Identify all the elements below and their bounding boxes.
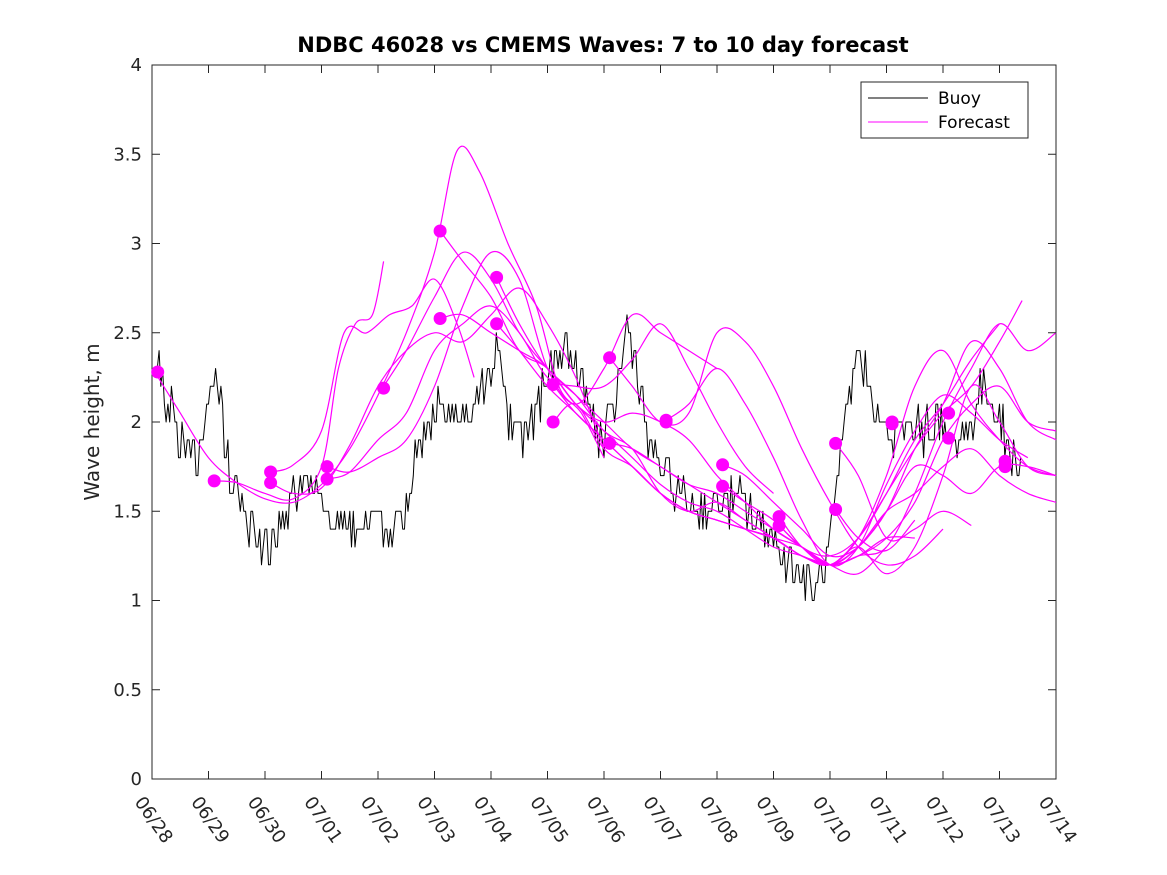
forecast-dot bbox=[490, 317, 504, 331]
forecast-line-6 bbox=[326, 305, 774, 494]
y-tick-label: 0.5 bbox=[113, 680, 142, 701]
y-tick-label: 4 bbox=[131, 55, 142, 76]
legend-forecast-label: Forecast bbox=[938, 113, 1010, 133]
forecast-dot bbox=[433, 224, 447, 238]
plot-area bbox=[151, 64, 1057, 780]
forecast-dot bbox=[829, 436, 843, 450]
forecast-dot bbox=[546, 378, 560, 391]
forecast-dot bbox=[546, 415, 560, 429]
y-tick-label: 2.5 bbox=[113, 323, 142, 344]
forecast-line-20 bbox=[778, 525, 915, 566]
forecast-dot bbox=[885, 417, 899, 431]
y-tick-label: 0 bbox=[131, 769, 142, 790]
legend-box bbox=[860, 81, 1029, 139]
chart-title: NDBC 46028 vs CMEMS Waves: 7 to 10 day f… bbox=[297, 33, 908, 57]
forecast-dot bbox=[151, 365, 165, 379]
forecast-dot bbox=[829, 503, 843, 516]
legend: Buoy Forecast bbox=[860, 81, 1029, 139]
forecast-dot bbox=[716, 458, 730, 472]
legend-buoy-label: Buoy bbox=[938, 89, 981, 109]
y-tick-label: 1.5 bbox=[113, 501, 142, 522]
forecast-line-5 bbox=[326, 250, 718, 473]
forecast-line-19 bbox=[778, 300, 1023, 566]
forecast-dot bbox=[320, 460, 334, 474]
forecast-line-3 bbox=[270, 278, 475, 473]
y-tick-label: 3.5 bbox=[113, 144, 142, 165]
forecast-dot bbox=[942, 406, 956, 420]
forecast-line-4 bbox=[270, 287, 605, 495]
forecast-dot bbox=[603, 436, 617, 450]
forecast-dot bbox=[772, 519, 786, 532]
forecast-dot bbox=[942, 431, 956, 445]
forecast-dot bbox=[377, 381, 391, 395]
forecast-dot bbox=[716, 479, 730, 493]
forecast-dot bbox=[998, 460, 1012, 474]
forecast-dot bbox=[490, 270, 504, 284]
y-axis-label: Wave height, m bbox=[80, 343, 104, 500]
forecast-dot bbox=[772, 510, 786, 524]
buoy-line bbox=[152, 314, 1022, 601]
forecast-dot bbox=[264, 476, 278, 490]
forecast-series-group bbox=[154, 145, 1057, 575]
forecast-dot bbox=[320, 472, 334, 486]
y-tick-label: 3 bbox=[131, 234, 142, 255]
y-tick-label: 2 bbox=[131, 412, 142, 433]
forecast-dot bbox=[433, 312, 447, 325]
forecast-line-22 bbox=[835, 509, 916, 552]
forecast-dot bbox=[264, 465, 278, 479]
buoy-series bbox=[152, 314, 1022, 601]
y-axis: 0 0.5 1 1.5 2 2.5 3 3.5 4 bbox=[113, 55, 1056, 790]
forecast-dot bbox=[659, 415, 673, 429]
forecast-dots-group bbox=[151, 224, 1012, 532]
forecast-dot bbox=[603, 351, 617, 365]
forecast-dot bbox=[207, 474, 221, 488]
y-tick-label: 1 bbox=[131, 591, 142, 612]
